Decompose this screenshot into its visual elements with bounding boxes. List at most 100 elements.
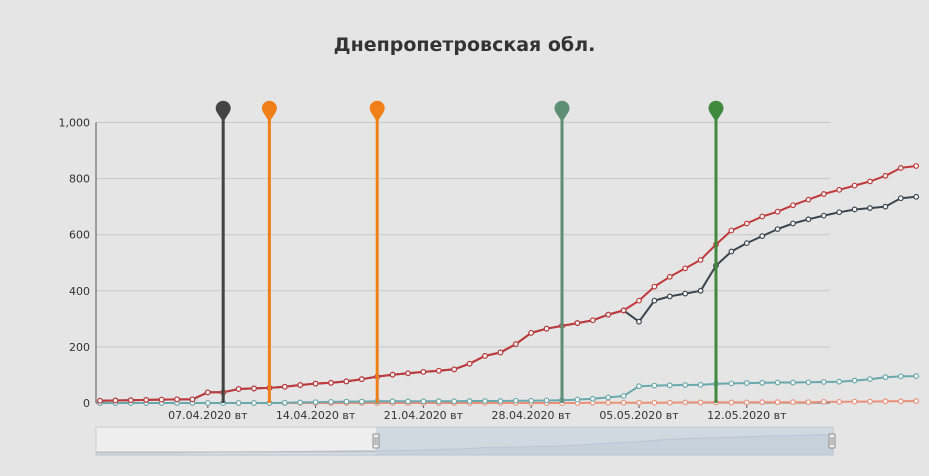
- navigator-handle[interactable]: [372, 433, 380, 449]
- data-point: [605, 311, 612, 318]
- data-point: [235, 400, 242, 406]
- data-point: [589, 395, 596, 402]
- data-point: [420, 368, 427, 375]
- data-point: [820, 398, 827, 405]
- data-point: [466, 398, 473, 404]
- data-point: [836, 398, 843, 405]
- data-point: [774, 208, 781, 215]
- data-point: [682, 290, 689, 297]
- navigator-handle[interactable]: [828, 433, 836, 449]
- event-pin-icon[interactable]: [215, 100, 231, 122]
- data-point: [851, 398, 858, 405]
- data-point: [451, 398, 458, 405]
- data-point: [867, 205, 873, 211]
- data-point: [759, 213, 766, 220]
- data-point: [405, 370, 411, 377]
- data-point: [913, 373, 920, 379]
- data-point: [620, 393, 627, 399]
- data-point: [697, 381, 704, 388]
- data-point: [790, 202, 796, 209]
- data-point: [851, 206, 858, 213]
- data-point: [174, 396, 180, 403]
- data-point: [574, 320, 581, 326]
- data-point: [497, 398, 504, 404]
- data-point: [666, 293, 673, 300]
- data-point: [836, 209, 843, 216]
- data-point: [743, 399, 750, 406]
- data-point: [882, 172, 889, 179]
- data-point: [805, 196, 812, 203]
- x-tick-label: 07.04.2020 вт: [168, 409, 248, 422]
- data-point: [605, 394, 612, 401]
- data-point: [127, 397, 134, 404]
- x-tick-label: 21.04.2020 вт: [384, 409, 464, 422]
- x-tick-label: 14.04.2020 вт: [276, 409, 356, 422]
- data-point: [112, 397, 119, 404]
- data-point: [328, 379, 334, 386]
- data-point: [204, 400, 211, 406]
- data-point: [897, 195, 904, 202]
- data-point: [620, 399, 627, 406]
- data-point: [204, 389, 211, 396]
- data-point: [867, 178, 873, 185]
- data-point: [636, 297, 642, 304]
- data-point: [358, 398, 365, 405]
- data-point: [435, 398, 442, 405]
- data-point: [743, 240, 750, 247]
- data-point: [728, 380, 735, 387]
- data-point: [867, 376, 873, 383]
- navigator-selection[interactable]: [376, 427, 833, 455]
- data-point: [897, 398, 904, 405]
- data-point: [389, 371, 396, 378]
- data-point: [897, 165, 904, 171]
- data-point: [636, 399, 642, 406]
- data-point: [297, 399, 304, 406]
- data-point: [882, 203, 889, 210]
- data-point: [528, 397, 535, 404]
- data-point: [405, 398, 411, 405]
- event-pin-icon[interactable]: [554, 100, 570, 122]
- data-point: [651, 382, 658, 389]
- data-point: [774, 379, 781, 386]
- data-point: [682, 265, 689, 272]
- data-point: [158, 396, 165, 403]
- data-point: [358, 376, 365, 383]
- event-markers[interactable]: [215, 100, 724, 403]
- event-pin-icon[interactable]: [708, 100, 724, 122]
- data-point: [836, 378, 843, 385]
- data-point: [97, 397, 103, 404]
- data-point: [543, 397, 550, 404]
- range-navigator[interactable]: [95, 426, 836, 456]
- data-point: [851, 377, 858, 384]
- data-point: [697, 257, 704, 263]
- data-point: [651, 399, 658, 406]
- data-point: [605, 399, 612, 406]
- data-point: [512, 397, 519, 404]
- data-point: [666, 273, 673, 280]
- x-tick-label: 12.05.2020 вт: [707, 409, 787, 422]
- event-pin-icon[interactable]: [369, 100, 385, 122]
- data-point: [189, 396, 196, 403]
- data-point: [790, 379, 796, 386]
- data-point: [343, 398, 350, 405]
- data-point: [882, 398, 889, 405]
- data-point: [651, 283, 658, 290]
- y-axis-labels: 0 200 400 600 800 1,000: [59, 117, 91, 411]
- data-point: [297, 382, 304, 388]
- data-point: [497, 349, 504, 356]
- data-point: [636, 318, 642, 325]
- data-point: [512, 341, 519, 347]
- x-axis: 07.04.2020 вт 14.04.2020 вт 21.04.2020 вт 2…: [168, 403, 787, 422]
- data-point: [790, 220, 796, 227]
- data-point: [589, 317, 596, 324]
- data-point: [913, 398, 920, 404]
- data-point: [482, 398, 488, 404]
- data-point: [728, 227, 735, 234]
- data-point: [435, 367, 442, 374]
- data-point: [913, 193, 920, 200]
- chart-title: Днепропетровская обл.: [333, 34, 596, 56]
- data-point: [251, 385, 257, 392]
- event-pin-icon[interactable]: [261, 100, 277, 122]
- data-point: [759, 233, 766, 240]
- data-point: [897, 373, 904, 380]
